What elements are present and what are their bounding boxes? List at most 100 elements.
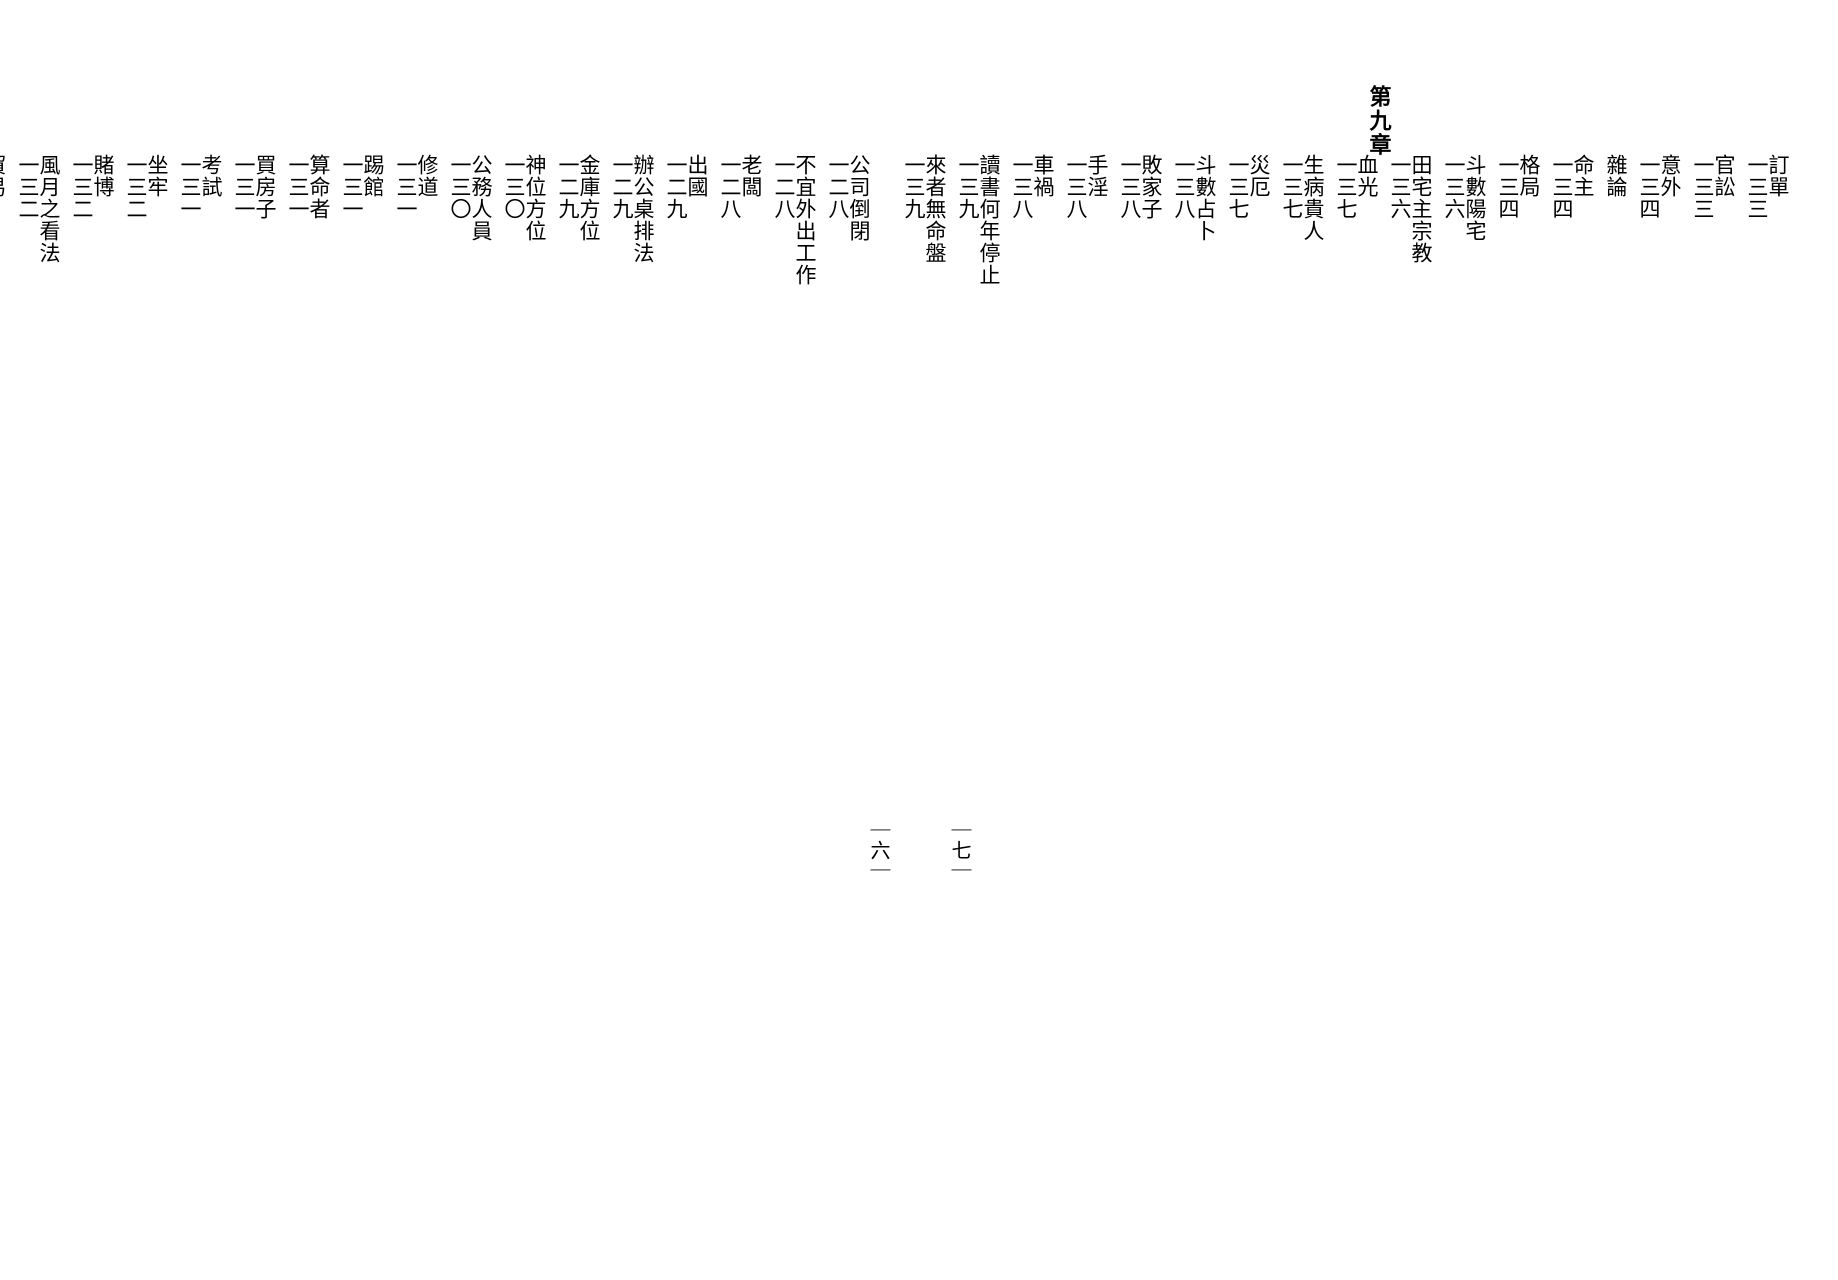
toc-entry: 田宅主宗教一三六 (1389, 154, 1431, 1074)
toc-page: 一三七 (1227, 154, 1248, 1074)
toc-page: 一三七 (1281, 154, 1302, 1074)
toc-entry: 手淫一三八 (1065, 154, 1107, 1074)
toc-title: 車禍 (1032, 154, 1053, 1074)
toc-title: 手淫 (1086, 154, 1107, 1074)
toc-entry: 神位方位一三〇 (503, 154, 545, 1074)
toc-entry: 不宜外出工作一二八 (773, 154, 815, 1074)
toc-page: 一三一 (341, 154, 362, 1074)
toc-title: 考試 (200, 154, 221, 1074)
toc-page: 一三〇 (503, 154, 524, 1074)
toc-title: 讀書何年停止 (978, 154, 999, 1074)
toc-entry: 貿易一三三 (0, 154, 5, 1074)
toc-title: 算命者 (308, 154, 329, 1074)
toc-entry: 血光一三七 (1335, 154, 1377, 1074)
page-number-left: ｜七｜ (945, 820, 974, 880)
toc-page: 一三四 (1497, 154, 1518, 1074)
toc-entry: 踢館一三一 (341, 154, 383, 1074)
toc-title: 災厄 (1248, 154, 1269, 1074)
page-number-right: ｜六｜ (864, 820, 893, 880)
chapter-heading: 第九章 (1363, 85, 1395, 157)
toc-entry: 公司倒閉一二八 (827, 154, 869, 1074)
toc-entry: 算命者一三一 (287, 154, 329, 1074)
toc-title: 格局 (1518, 154, 1539, 1074)
toc-entry: 敗家子一三八 (1119, 154, 1161, 1074)
toc-entry: 斗數占卜一三八 (1173, 154, 1215, 1074)
toc-title: 生病貴人 (1302, 154, 1323, 1074)
toc-entry: 坐牢一三二 (125, 154, 167, 1074)
toc-entry: 修道一三一 (395, 154, 437, 1074)
toc-page: 一二九 (611, 154, 632, 1074)
toc-title: 老闆 (740, 154, 761, 1074)
toc-page: 一三三 (1746, 154, 1767, 1074)
toc-entry: 雜論 (1605, 154, 1626, 1074)
toc-entry: 金庫方位一二九 (557, 154, 599, 1074)
toc-page: 一三一 (395, 154, 416, 1074)
toc-title: 血光 (1356, 154, 1377, 1074)
toc-page: 一三三 (1692, 154, 1713, 1074)
toc-title: 踢館 (362, 154, 383, 1074)
toc-entry: 公務人員一三〇 (449, 154, 491, 1074)
toc-page: 一二八 (827, 154, 848, 1074)
toc-title: 公務人員 (470, 154, 491, 1074)
toc-page: 一二八 (773, 154, 794, 1074)
toc-entry: 風月之看法一三二 (17, 154, 59, 1074)
toc-entry: 斗數陽宅一三六 (1443, 154, 1485, 1074)
toc-title: 斗數陽宅 (1464, 154, 1485, 1074)
toc-page: 一三二 (17, 154, 38, 1074)
toc-page: 一三一 (233, 154, 254, 1074)
toc-page: 一三八 (1011, 154, 1032, 1074)
toc-page: 一三八 (1119, 154, 1140, 1074)
toc-entry: 買房子一三一 (233, 154, 275, 1074)
toc-title: 官訟 (1713, 154, 1734, 1074)
toc-page: 一二八 (719, 154, 740, 1074)
toc-title: 風月之看法 (38, 154, 59, 1074)
toc-entry: 生病貴人一三七 (1281, 154, 1323, 1074)
toc-title: 訂單 (1767, 154, 1788, 1074)
toc-entry: 來者無命盤一三九 (903, 154, 945, 1074)
page-left: 第九章 訂單一三三官訟一三三意外一三四雜論命主一三四格局一三四斗數陽宅一三六田宅… (919, 0, 1838, 1280)
toc-title: 來者無命盤 (924, 154, 945, 1074)
toc-entry: 意外一三四 (1638, 154, 1680, 1074)
toc-title: 金庫方位 (578, 154, 599, 1074)
toc-page: 一三〇 (449, 154, 470, 1074)
page-right: 公司倒閉一二八不宜外出工作一二八老闆一二八出國一二九辦公桌排法一二九金庫方位一二… (0, 0, 919, 1280)
toc-title: 不宜外出工作 (794, 154, 815, 1074)
toc-title: 公司倒閉 (848, 154, 869, 1074)
toc-title: 命主 (1572, 154, 1593, 1074)
toc-left: 訂單一三三官訟一三三意外一三四雜論命主一三四格局一三四斗數陽宅一三六田宅主宗教一… (969, 90, 1788, 1220)
toc-title: 斗數占卜 (1194, 154, 1215, 1074)
toc-right: 公司倒閉一二八不宜外出工作一二八老闆一二八出國一二九辦公桌排法一二九金庫方位一二… (50, 90, 869, 1220)
toc-entry: 老闆一二八 (719, 154, 761, 1074)
toc-page: 一三九 (903, 154, 924, 1074)
toc-title: 貿易 (0, 154, 5, 1074)
toc-page: 一三二 (71, 154, 92, 1074)
toc-page: 一三六 (1443, 154, 1464, 1074)
toc-page: 一三四 (1638, 154, 1659, 1074)
toc-entry: 辦公桌排法一二九 (611, 154, 653, 1074)
toc-entry: 賭博一三二 (71, 154, 113, 1074)
toc-entry: 訂單一三三 (1746, 154, 1788, 1074)
toc-title: 出國 (686, 154, 707, 1074)
toc-page: 一三八 (1173, 154, 1194, 1074)
toc-entry: 出國一二九 (665, 154, 707, 1074)
toc-entry: 官訟一三三 (1692, 154, 1734, 1074)
toc-title: 神位方位 (524, 154, 545, 1074)
toc-page: 一二九 (557, 154, 578, 1074)
toc-entry: 車禍一三八 (1011, 154, 1053, 1074)
toc-page: 一三一 (287, 154, 308, 1074)
toc-page: 一三七 (1335, 154, 1356, 1074)
toc-page: 一三八 (1065, 154, 1086, 1074)
toc-title: 意外 (1659, 154, 1680, 1074)
toc-title: 敗家子 (1140, 154, 1161, 1074)
toc-entry: 災厄一三七 (1227, 154, 1269, 1074)
toc-page: 一三九 (957, 154, 978, 1074)
toc-title: 買房子 (254, 154, 275, 1074)
toc-title: 田宅主宗教 (1410, 154, 1431, 1074)
toc-page: 一二九 (665, 154, 686, 1074)
toc-entry: 讀書何年停止一三九 (957, 154, 999, 1074)
toc-title: 坐牢 (146, 154, 167, 1074)
toc-page: 一三一 (179, 154, 200, 1074)
toc-page: 一三二 (125, 154, 146, 1074)
toc-title: 雜論 (1605, 154, 1626, 1074)
toc-entry: 命主一三四 (1551, 154, 1593, 1074)
